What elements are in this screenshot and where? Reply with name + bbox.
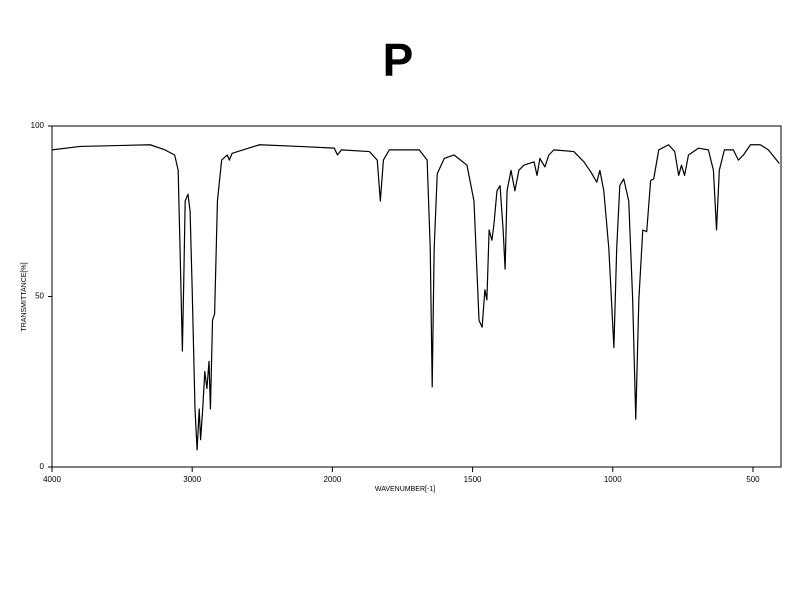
x-tick-label: 3000 — [183, 475, 201, 484]
y-tick-label: 100 — [31, 121, 45, 130]
x-tick-label: 500 — [746, 475, 760, 484]
x-tick-label: 2000 — [323, 475, 341, 484]
spectrum-line — [51, 144, 780, 451]
y-axis-label: TRANSMITTANCE[%] — [21, 262, 28, 331]
y-tick-label: 50 — [35, 292, 44, 301]
x-tick-label: 1000 — [604, 475, 622, 484]
x-tick-label: 1500 — [464, 475, 482, 484]
y-tick-label: 0 — [40, 462, 45, 471]
chart-title: P — [383, 34, 414, 86]
plot-frame — [51, 125, 782, 468]
x-tick-label: 4000 — [43, 475, 61, 484]
x-axis-label: WAVENUMBER[-1] — [375, 486, 435, 493]
